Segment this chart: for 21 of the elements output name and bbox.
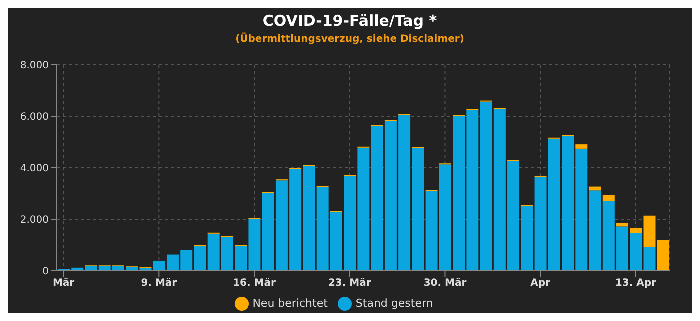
chart-subtitle: (Übermittlungsverzug, siehe Disclaimer) <box>234 32 466 47</box>
bar <box>644 247 656 271</box>
x-tick-label: 16. Mär <box>233 278 276 290</box>
x-tick-label: 9. Mär <box>141 278 178 290</box>
bar <box>576 144 588 149</box>
y-tick-label: 0 <box>42 266 49 278</box>
x-tick-label: 13. Apr <box>615 278 657 290</box>
y-tick-label: 8.000 <box>20 60 49 72</box>
chart-title: COVID-19-Fälle/Tag * <box>262 11 438 32</box>
y-tick-label: 2.000 <box>20 215 49 226</box>
legend-label: Stand gestern <box>356 297 434 310</box>
y-tick-label: 6.000 <box>20 112 49 124</box>
legend-label: Neu berichtet <box>252 297 328 310</box>
x-tick-label: 23. Mär <box>328 278 372 290</box>
x-tick-label: Mär <box>52 278 75 290</box>
bar <box>630 228 642 234</box>
x-tick-label: Apr <box>530 278 551 290</box>
bar <box>589 186 602 191</box>
bar <box>602 195 615 202</box>
x-tick-label: 30. Mär <box>424 278 467 290</box>
y-tick-label: 4.000 <box>20 164 49 175</box>
